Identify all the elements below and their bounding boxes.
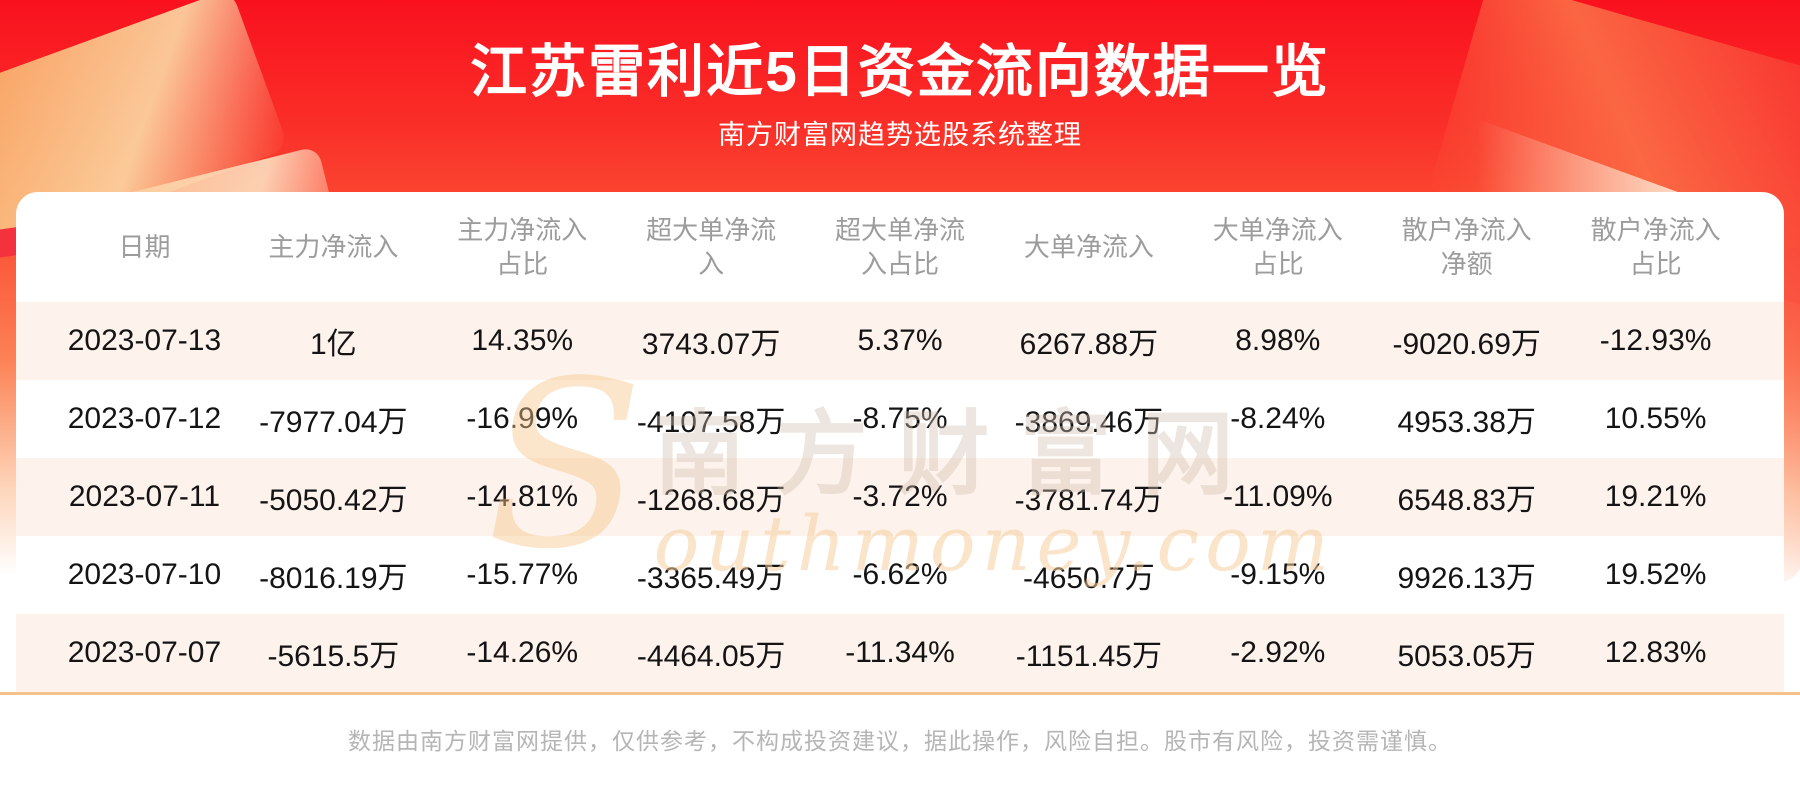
cell-xl-order-net-inflow: -4107.58万 [636,406,786,439]
cell-xl-order-net-inflow: 3743.07万 [641,328,781,361]
cell-main-net-inflow-ratio: -14.81% [466,480,579,513]
cell-date: 2023-07-07 [67,636,222,669]
cell-xl-order-net-inflow-ratio: -8.75% [852,402,948,435]
cell-main-net-inflow-ratio: -14.26% [466,636,579,669]
page-subtitle: 南方财富网趋势选股系统整理 [718,120,1082,150]
cell-xl-order-net-inflow: -1268.68万 [636,484,786,517]
col-header-large-order-net-inflow-ratio: 大单净流入 占比 [1212,215,1343,279]
cell-large-order-net-inflow: -3869.46万 [1014,406,1164,439]
cell-main-net-inflow: -5050.42万 [259,484,408,517]
cell-retail-net-inflow: -9020.69万 [1392,328,1541,361]
cell-retail-net-inflow: 4953.38万 [1397,406,1536,439]
cell-main-net-inflow: 1亿 [309,328,357,361]
cell-retail-net-inflow: 6548.83万 [1397,484,1536,517]
col-header-xl-order-net-inflow: 超大单净流 入 [646,215,777,279]
cell-large-order-net-inflow-ratio: -2.92% [1230,636,1326,669]
col-header-large-order-net-inflow: 大单净流入 [1023,232,1154,262]
cell-date: 2023-07-11 [68,480,221,513]
cell-xl-order-net-inflow-ratio: 5.37% [857,324,943,357]
table-row: 2023-07-12 -7977.04万 -16.99% -4107.58万 -… [16,380,1784,458]
cell-xl-order-net-inflow: -4464.05万 [636,640,786,673]
cell-large-order-net-inflow-ratio: -11.09% [1223,480,1333,513]
cell-large-order-net-inflow: -4650.7万 [1023,562,1155,595]
table-row: 2023-07-07 -5615.5万 -14.26% -4464.05万 -1… [16,614,1784,692]
table-header-row: 日期 主力净流入 主力净流入 占比 超大单净流 入 超大单净流 入占比 大单净流… [16,192,1784,302]
col-header-main-net-inflow-ratio: 主力净流入 占比 [457,215,588,279]
cell-main-net-inflow-ratio: -15.77% [466,558,579,591]
cell-main-net-inflow: -8016.19万 [259,562,408,595]
col-header-retail-net-inflow: 散户净流入 净额 [1401,215,1532,279]
cell-retail-net-inflow-ratio: 10.55% [1604,402,1707,435]
cell-main-net-inflow-ratio: -16.99% [466,402,579,435]
cell-xl-order-net-inflow-ratio: -3.72% [852,480,948,513]
fund-flow-table-card: 日期 主力净流入 主力净流入 占比 超大单净流 入 超大单净流 入占比 大单净流… [16,192,1784,692]
cell-large-order-net-inflow-ratio: -9.15% [1230,558,1326,591]
cell-retail-net-inflow-ratio: 19.21% [1604,480,1707,513]
cell-large-order-net-inflow: -3781.74万 [1014,484,1164,517]
col-header-main-net-inflow: 主力净流入 [268,232,399,262]
col-header-retail-net-inflow-ratio: 散户净流入 占比 [1590,215,1721,279]
table-row: 2023-07-11 -5050.42万 -14.81% -1268.68万 -… [16,458,1784,536]
table-row: 2023-07-10 -8016.19万 -15.77% -3365.49万 -… [16,536,1784,614]
cell-xl-order-net-inflow-ratio: -6.62% [852,558,948,591]
cell-retail-net-inflow-ratio: 19.52% [1604,558,1707,591]
col-header-xl-order-net-inflow-ratio: 超大单净流 入占比 [835,215,966,279]
cell-retail-net-inflow-ratio: 12.83% [1604,636,1707,669]
cell-date: 2023-07-12 [67,402,222,435]
cell-date: 2023-07-13 [67,324,222,357]
table-row: 2023-07-13 1亿 14.35% 3743.07万 5.37% 6267… [16,302,1784,380]
cell-large-order-net-inflow: 6267.88万 [1019,328,1159,361]
cell-large-order-net-inflow: -1151.45万 [1015,640,1162,673]
cell-main-net-inflow: -5615.5万 [267,640,400,673]
col-header-date: 日期 [118,232,171,262]
cell-large-order-net-inflow-ratio: -8.24% [1230,402,1326,435]
cell-main-net-inflow: -7977.04万 [259,406,408,439]
page-title: 江苏雷利近5日资金流向数据一览 [470,40,1330,104]
cell-date: 2023-07-10 [67,558,222,591]
orange-divider [0,692,1800,695]
cell-large-order-net-inflow-ratio: 8.98% [1235,324,1321,357]
cell-retail-net-inflow-ratio: -12.93% [1599,324,1712,357]
cell-retail-net-inflow: 5053.05万 [1397,640,1536,673]
cell-xl-order-net-inflow-ratio: -11.34% [845,636,955,669]
disclaimer-text: 数据由南方财富网提供，仅供参考，不构成投资建议，据此操作，风险自担。股市有风险，… [348,728,1452,754]
cell-retail-net-inflow: 9926.13万 [1397,562,1536,595]
cell-main-net-inflow-ratio: 14.35% [471,324,574,357]
cell-xl-order-net-inflow: -3365.49万 [636,562,786,595]
